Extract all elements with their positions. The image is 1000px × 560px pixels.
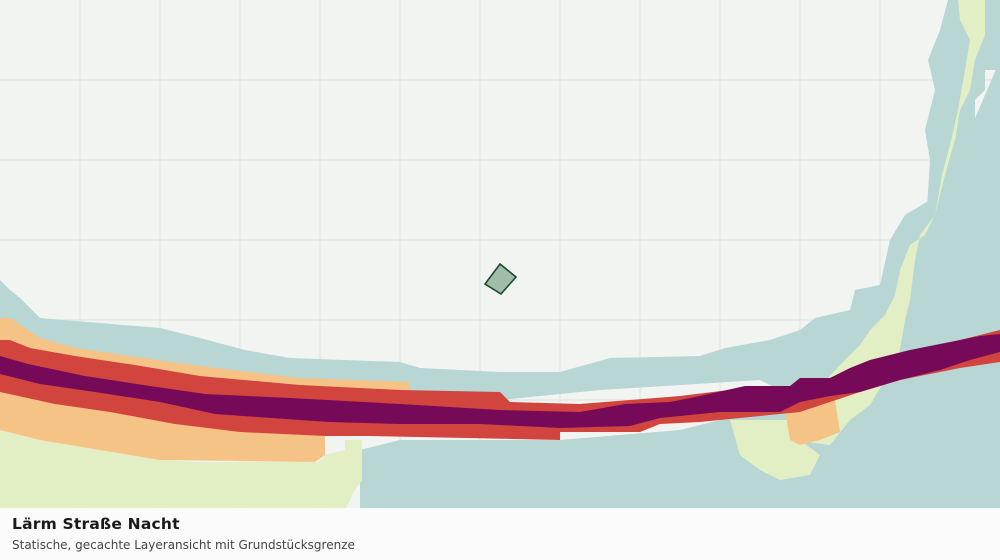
noise-zone-class-1-north (925, 0, 1000, 250)
noise-zone-class-5 (0, 334, 1000, 428)
layer-subtitle: Statische, gecachte Layeransicht mit Gru… (12, 538, 355, 552)
layer-title: Lärm Straße Nacht (12, 515, 180, 533)
noise-zone-class-2-west (0, 430, 362, 510)
noise-zone-class-3-south (0, 392, 325, 462)
parcel-boundary[interactable] (483, 262, 518, 296)
layer-caption: Lärm Straße Nacht Statische, gecachte La… (0, 508, 1000, 560)
